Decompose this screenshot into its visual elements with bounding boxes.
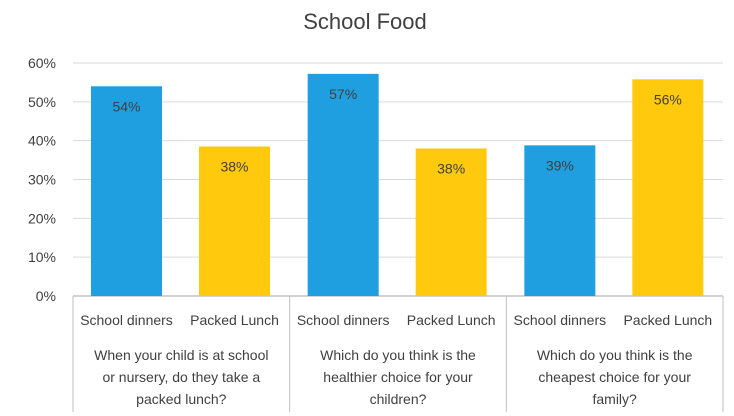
x-category-label: Packed Lunch: [623, 312, 712, 328]
group-label-line: Which do you think is the: [537, 347, 693, 363]
y-tick-label: 50%: [28, 94, 56, 110]
group-label-line: children?: [370, 391, 427, 407]
x-category-label: School dinners: [297, 312, 390, 328]
bar: [415, 148, 487, 296]
bars: [91, 73, 704, 296]
bar-value-label: 56%: [654, 91, 682, 107]
group-label-line: healthier choice for your: [323, 369, 473, 385]
y-tick-label: 0%: [36, 288, 56, 304]
group-label-line: family?: [592, 391, 637, 407]
axes: [72, 295, 724, 412]
bar-value-label: 38%: [437, 160, 465, 176]
x-category-label: School dinners: [80, 312, 173, 328]
group-label-line: When your child is at school: [94, 347, 268, 363]
bar: [524, 145, 596, 296]
group-label-line: or nursery, do they take a: [102, 369, 260, 385]
bar: [307, 73, 379, 296]
bar: [632, 79, 704, 296]
gridlines: [73, 62, 723, 297]
group-label-line: packed lunch?: [136, 391, 227, 407]
labels: 0% 10% 20% 30% 40% 50% 60% 54% School dinners 38%…: [28, 55, 712, 407]
y-tick-label: 20%: [28, 210, 56, 226]
group-label-line: Which do you think is the: [320, 347, 476, 363]
y-tick-label: 60%: [28, 55, 56, 71]
group-label-line: cheapest choice for your: [538, 369, 691, 385]
bar-value-label: 38%: [220, 158, 248, 174]
bar: [91, 86, 162, 296]
x-category-label: School dinners: [514, 312, 607, 328]
y-tick-label: 40%: [28, 133, 56, 149]
x-category-label: Packed Lunch: [407, 312, 496, 328]
y-tick-label: 10%: [28, 249, 56, 265]
bar-value-label: 39%: [546, 157, 574, 173]
bar-value-label: 57%: [329, 86, 357, 102]
x-category-label: Packed Lunch: [190, 312, 279, 328]
y-tick-label: 30%: [28, 172, 56, 188]
bar: [199, 146, 270, 296]
bar-value-label: 54%: [112, 98, 140, 114]
chart-title: School Food: [303, 9, 427, 34]
